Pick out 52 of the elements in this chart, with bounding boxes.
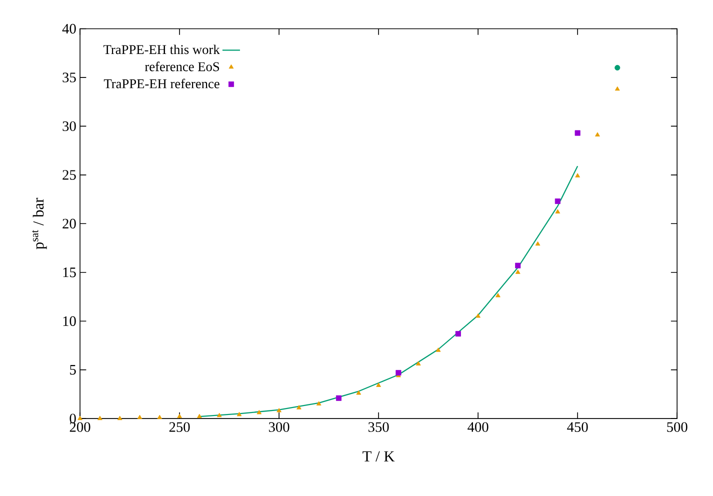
x-tick-label: 400 [468, 422, 488, 432]
point [575, 173, 580, 178]
point [376, 382, 381, 388]
legend-label: TraPPE-EH reference [104, 78, 220, 89]
x-tick-label: 350 [368, 422, 389, 432]
point [515, 270, 520, 274]
point [356, 390, 362, 395]
y-tick-label: 5 [70, 365, 76, 375]
point [197, 414, 202, 418]
y-axis-title: p$^{sat}$ / bar [32, 198, 47, 250]
point [137, 415, 142, 420]
point [555, 209, 560, 214]
y-tick-label: 20 [62, 219, 76, 229]
point [97, 416, 102, 420]
point [515, 263, 521, 269]
legend-label: TraPPE-EH this work [104, 44, 220, 54]
y-tick-label: 40 [62, 24, 76, 34]
point [614, 65, 620, 71]
point [574, 130, 580, 136]
point [436, 348, 441, 352]
point [535, 242, 540, 246]
point [236, 412, 242, 416]
x-tick-label: 300 [268, 422, 290, 432]
x-tick-label: 250 [169, 422, 190, 432]
y-tick-label: 35 [62, 72, 76, 83]
point [78, 416, 82, 420]
point [256, 410, 262, 414]
point [416, 361, 421, 366]
point [496, 293, 500, 298]
x-tick-label: 200 [70, 422, 90, 432]
y-tick-label: 0 [70, 414, 76, 424]
point [595, 132, 600, 137]
point [554, 198, 560, 204]
point [276, 408, 282, 412]
point [216, 413, 222, 418]
y-tick-label: 15 [63, 268, 76, 278]
line-series [198, 166, 578, 418]
point [177, 414, 182, 418]
x-tick-label: 450 [567, 422, 588, 432]
point [396, 370, 402, 376]
point [316, 401, 322, 406]
y-tick-label: 30 [62, 122, 76, 132]
point [117, 416, 122, 420]
point [296, 405, 302, 410]
y-tick-label: 10 [63, 316, 76, 326]
point [614, 86, 620, 91]
x-tick-label: 500 [667, 422, 688, 432]
x-axis-title: T / K [362, 451, 395, 462]
legend-label: reference EoS [144, 62, 220, 72]
y-tick-label: 25 [62, 170, 76, 180]
point [157, 415, 162, 420]
point [476, 314, 480, 318]
